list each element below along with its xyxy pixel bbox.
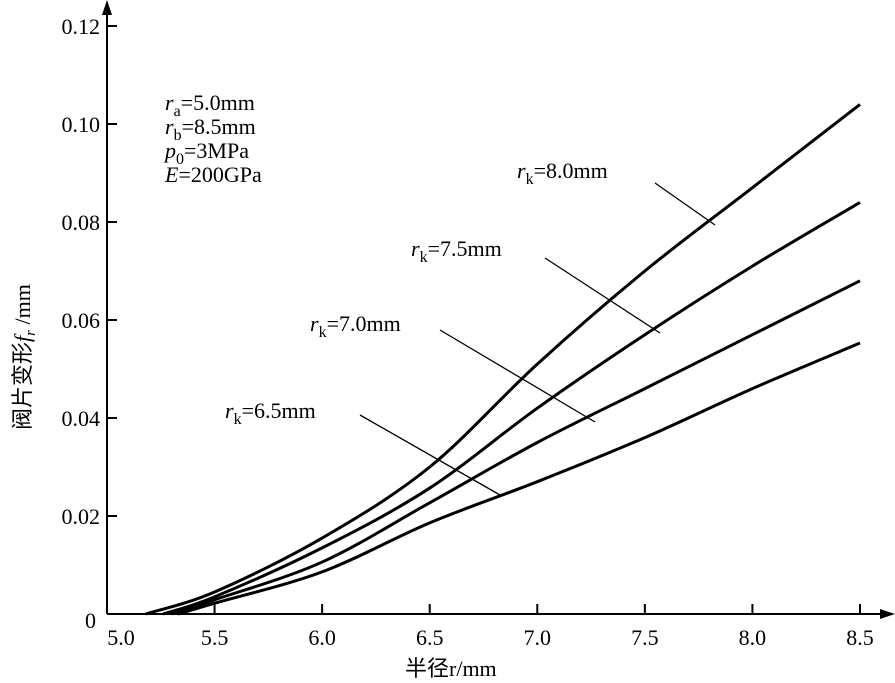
series-label: rk=7.5mm (411, 236, 502, 266)
series-line-70mm (171, 279, 861, 616)
leader-line (359, 414, 501, 496)
y-tick-label: 0.04 (62, 406, 101, 431)
parameter-text: rb=8.5mm (165, 114, 256, 144)
y-tick-label: 0.02 (62, 504, 101, 529)
leader-line (544, 257, 661, 334)
parameter-text: E=200GPa (164, 162, 262, 187)
parameter-text: ra=5.0mm (165, 90, 255, 120)
axes (102, 0, 895, 619)
x-tick-label: 5.5 (201, 625, 229, 650)
y-tick-label: 0.12 (62, 14, 101, 39)
x-tick-label: 6.5 (416, 625, 444, 650)
y-tick-label: 0.10 (62, 112, 101, 137)
parameter-text: p0=3MPa (163, 138, 249, 168)
x-tick-label: 7.5 (631, 625, 659, 650)
series-label: rk=6.5mm (225, 398, 316, 428)
x-tick-label: 7.0 (524, 625, 552, 650)
x-tick-label: 6.0 (308, 625, 336, 650)
series-label: rk=8.0mm (517, 158, 608, 188)
y-tick-label: 0 (85, 608, 96, 633)
series-line-80mm (145, 103, 861, 616)
series-label: rk=7.0mm (310, 311, 401, 341)
y-tick-label: 0.06 (62, 308, 101, 333)
y-axis-arrow-icon (102, 0, 112, 15)
y-tick-label: 0.08 (62, 210, 101, 235)
leader-line (439, 329, 596, 423)
series-line-75mm (162, 201, 861, 616)
x-axis-arrow-icon (880, 609, 895, 619)
x-axis-label: 半径r/mm (405, 656, 497, 681)
y-axis-label: 阀片变形fr /mm (10, 284, 39, 430)
x-tick-label: 8.0 (739, 625, 767, 650)
series-line-65mm (177, 341, 861, 616)
leader-line (654, 182, 716, 226)
x-tick-label: 5.0 (107, 625, 135, 650)
x-tick-label: 8.5 (846, 625, 874, 650)
